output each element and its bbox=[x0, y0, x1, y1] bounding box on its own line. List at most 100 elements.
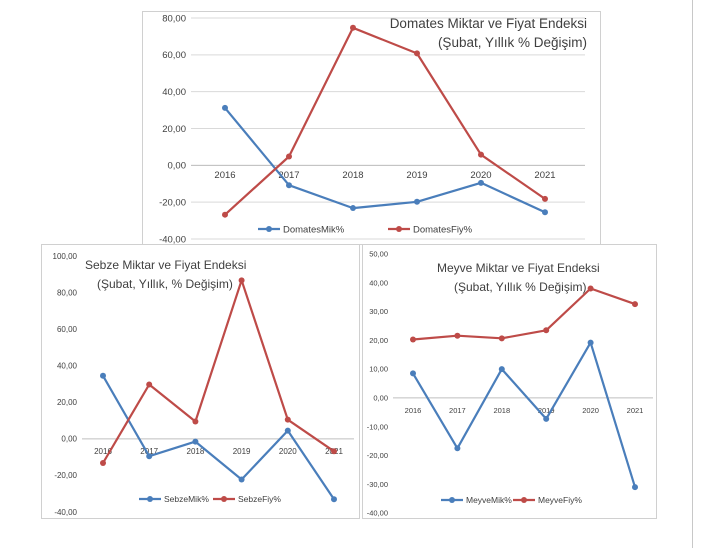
data-point bbox=[478, 179, 484, 186]
vegetable-chart: 100,00 80,00 60,00 40,00 20,00 0,00 -20,00 -40,… bbox=[41, 244, 360, 519]
data-point bbox=[542, 209, 548, 216]
y-tick-label: 0,00 bbox=[61, 435, 77, 444]
series-line-SebzeMik% bbox=[102, 375, 335, 500]
vegetable-chart-svg: 100,00 80,00 60,00 40,00 20,00 0,00 -20,00 -40,… bbox=[53, 252, 354, 517]
data-point bbox=[543, 415, 550, 422]
data-point bbox=[498, 335, 505, 342]
y-tick-label: 40,00 bbox=[57, 362, 78, 371]
x-tick-label: 2020 bbox=[582, 406, 599, 415]
series-line-SebzeFiy% bbox=[102, 279, 335, 464]
legend-swatch-marker bbox=[449, 497, 455, 503]
x-tick-label: 2016 bbox=[214, 170, 235, 181]
x-tick-label: 2017 bbox=[140, 447, 158, 456]
page-edge-divider bbox=[692, 0, 693, 548]
y-tick-label: 50,00 bbox=[369, 250, 388, 259]
x-tick-label: 2019 bbox=[538, 406, 555, 415]
x-tick-label: 2021 bbox=[534, 170, 555, 181]
data-point bbox=[331, 496, 337, 503]
data-point bbox=[454, 332, 461, 339]
x-tick-label: 2017 bbox=[278, 170, 299, 181]
x-tick-label: 2019 bbox=[233, 447, 251, 456]
y-tick-label: -10,00 bbox=[367, 422, 388, 431]
data-point bbox=[414, 50, 420, 57]
y-tick-label: -30,00 bbox=[367, 480, 388, 489]
data-point bbox=[100, 372, 106, 379]
legend-label: DomatesMik% bbox=[283, 224, 345, 235]
chart-title: Sebze Miktar ve Fiyat Endeksi bbox=[85, 258, 246, 272]
data-point bbox=[543, 327, 550, 334]
data-point bbox=[410, 370, 416, 377]
legend-swatch-marker bbox=[266, 226, 272, 232]
x-tick-label: 2020 bbox=[279, 447, 297, 456]
y-tick-label: 20,00 bbox=[162, 124, 186, 135]
data-point bbox=[146, 381, 153, 388]
data-point bbox=[587, 339, 594, 346]
data-point bbox=[478, 151, 484, 158]
y-tick-label: 0,00 bbox=[168, 161, 187, 172]
y-tick-label: 60,00 bbox=[162, 50, 186, 61]
legend-swatch-marker bbox=[221, 496, 227, 502]
data-point bbox=[284, 416, 291, 423]
legend-swatch-marker bbox=[147, 496, 153, 502]
data-point bbox=[542, 195, 548, 202]
data-point bbox=[632, 484, 638, 491]
chart-subtitle: (Şubat, Yıllık, % Değişim) bbox=[97, 277, 233, 291]
legend-swatch-marker bbox=[396, 226, 402, 232]
legend-label: SebzeMik% bbox=[164, 494, 209, 504]
tomato-chart: 80,00 60,00 40,00 20,00 0,00 -20,00 -40,00 2016… bbox=[142, 11, 601, 245]
x-tick-label: 2018 bbox=[187, 447, 205, 456]
y-tick-label: 0,00 bbox=[373, 394, 388, 403]
data-point bbox=[146, 453, 153, 460]
fruit-chart-svg: 50,00 40,00 30,00 20,00 10,00 0,00 -10,00 -20,0… bbox=[367, 250, 653, 518]
y-tick-label: 100,00 bbox=[53, 252, 78, 261]
y-tick-label: -40,00 bbox=[367, 509, 388, 518]
y-tick-label: -40,00 bbox=[54, 508, 77, 517]
y-tick-label: 60,00 bbox=[57, 325, 78, 334]
y-tick-label: 20,00 bbox=[57, 398, 78, 407]
series-line-MeyveFiy% bbox=[412, 287, 636, 341]
fruit-chart: 50,00 40,00 30,00 20,00 10,00 0,00 -10,00 -20,0… bbox=[362, 244, 657, 519]
y-tick-label: -20,00 bbox=[367, 451, 388, 460]
data-point bbox=[286, 153, 292, 160]
legend-label: SebzeFiy% bbox=[238, 494, 281, 504]
y-tick-label: 30,00 bbox=[369, 307, 388, 316]
y-tick-label: 40,00 bbox=[162, 87, 186, 98]
data-point bbox=[100, 459, 106, 466]
data-point bbox=[331, 448, 337, 455]
data-point bbox=[414, 198, 420, 205]
x-tick-label: 2017 bbox=[449, 406, 466, 415]
x-tick-label: 2018 bbox=[342, 170, 363, 181]
data-point bbox=[192, 418, 199, 425]
y-tick-label: 80,00 bbox=[162, 13, 186, 24]
chart-subtitle: (Şubat, Yıllık % Değişim) bbox=[438, 35, 587, 50]
chart-subtitle: (Şubat, Yıllık % Değişim) bbox=[454, 280, 587, 294]
legend-swatch-marker bbox=[521, 497, 527, 503]
data-point bbox=[454, 445, 461, 452]
y-tick-label: -20,00 bbox=[159, 197, 186, 208]
y-tick-label: -40,00 bbox=[159, 234, 186, 245]
data-point bbox=[632, 301, 638, 308]
data-point bbox=[286, 182, 292, 189]
data-point bbox=[498, 366, 505, 373]
x-tick-label: 2020 bbox=[470, 170, 491, 181]
data-point bbox=[222, 104, 228, 111]
data-point bbox=[222, 211, 228, 218]
y-tick-label: -20,00 bbox=[54, 471, 77, 480]
x-tick-label: 2018 bbox=[493, 406, 510, 415]
series-line-MeyveMik% bbox=[412, 341, 637, 488]
data-point bbox=[587, 285, 594, 292]
chart-title: Meyve Miktar ve Fiyat Endeksi bbox=[437, 261, 600, 275]
y-tick-label: 20,00 bbox=[369, 336, 388, 345]
tomato-chart-svg: 80,00 60,00 40,00 20,00 0,00 -20,00 -40,00 2016… bbox=[159, 13, 587, 245]
data-point bbox=[350, 205, 356, 212]
y-tick-label: 80,00 bbox=[57, 288, 78, 297]
series-line-DomatesFiy% bbox=[224, 26, 546, 216]
legend-label: MeyveMik% bbox=[466, 495, 512, 505]
legend-label: MeyveFiy% bbox=[538, 495, 582, 505]
data-point bbox=[192, 438, 199, 445]
data-point bbox=[350, 24, 356, 31]
data-point bbox=[238, 277, 245, 284]
series-line-DomatesMik% bbox=[224, 107, 546, 214]
chart-title: Domates Miktar ve Fiyat Endeksi bbox=[390, 16, 587, 31]
x-tick-label: 2016 bbox=[405, 406, 422, 415]
